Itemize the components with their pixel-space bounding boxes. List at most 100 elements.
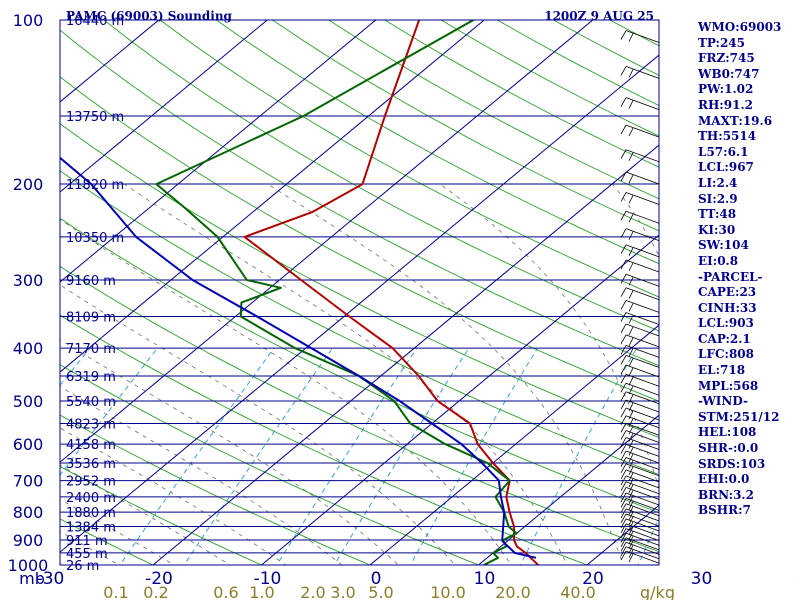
pressure-tick-label: 400 — [13, 339, 44, 358]
index-line: WMO:69003 — [698, 20, 782, 34]
temperature-tick-label: -20 — [145, 569, 173, 589]
moist-adiabat-line — [60, 386, 343, 565]
height-label: 3536 m — [66, 457, 116, 472]
index-line: MPL:568 — [698, 378, 759, 393]
wind-barb — [620, 259, 660, 273]
wind-barb — [620, 481, 660, 495]
pressure-tick-label: 800 — [13, 503, 44, 522]
dry-adiabat-line — [159, 20, 659, 298]
pressure-tick-label: 900 — [13, 531, 44, 550]
index-line: CAP:2.1 — [698, 331, 751, 346]
height-label: 4158 m — [66, 438, 116, 453]
index-line: PW:1.02 — [698, 82, 754, 97]
height-label: 9160 m — [66, 274, 116, 289]
dry-adiabat-line — [216, 20, 659, 265]
temperature-tick-label: 30 — [691, 569, 713, 589]
wind-barb — [620, 463, 660, 477]
wind-barb — [620, 97, 660, 110]
height-label: 4823 m — [66, 417, 116, 432]
index-line: LFC:808 — [698, 347, 754, 362]
wind-barb — [620, 323, 660, 337]
index-line: LCL:967 — [698, 160, 754, 175]
wind-barb — [620, 415, 660, 429]
height-label: 6319 m — [66, 370, 116, 385]
station-title: PAMC (69003) Sounding — [66, 9, 233, 23]
mixing-ratio-label: 0.2 — [143, 583, 168, 600]
pressure-tick-label: 1000 — [8, 556, 49, 575]
height-label: 8109 m — [66, 311, 116, 326]
pressure-unit-label: mb — [19, 569, 45, 588]
height-label: 911 m — [66, 534, 108, 549]
wind-barb — [620, 537, 660, 551]
wind-barb — [620, 300, 660, 313]
wind-barb — [620, 407, 660, 421]
mixing-ratio-unit: g/kg — [640, 583, 675, 600]
wind-barb — [620, 430, 660, 443]
moist-adiabat-line — [124, 183, 568, 565]
isotherm-line — [60, 20, 269, 193]
wind-barb — [620, 437, 660, 450]
mixing-ratio-line — [637, 517, 659, 565]
height-label: 13750 m — [66, 110, 124, 125]
mixing-ratio-label: 10.0 — [430, 583, 466, 600]
dry-adiabat-line — [60, 364, 480, 565]
dry-adiabat-line — [60, 170, 659, 476]
pressure-tick-label: 700 — [13, 472, 44, 491]
isotherm-line — [60, 20, 594, 463]
index-line: CAPE:23 — [698, 285, 757, 300]
dry-adiabat-line — [60, 123, 659, 438]
height-label: 16440 m — [66, 14, 124, 29]
temperature-profile-line — [243, 20, 539, 565]
index-line: STM:251/12 — [698, 409, 780, 424]
height-label: 11820 m — [66, 178, 124, 193]
wind-barb — [620, 149, 660, 163]
wind-barb — [620, 287, 660, 301]
index-line: EL:718 — [698, 363, 746, 378]
sounding-time: 1200Z 9 AUG 25 — [544, 9, 654, 23]
wind-barb — [620, 171, 660, 185]
index-line: SHR-:0.0 — [698, 441, 759, 456]
dry-adiabat-line — [60, 314, 589, 565]
index-line: -PARCEL- — [698, 269, 763, 284]
mixing-ratio-label: 5.0 — [368, 583, 393, 600]
index-line: LCL:903 — [698, 316, 754, 331]
wind-barb — [620, 450, 660, 464]
mixing-ratio-line — [119, 347, 275, 565]
height-label: 1880 m — [66, 506, 116, 521]
plot-frame — [59, 19, 660, 566]
wind-barb — [620, 422, 660, 436]
mixing-ratio-label: 20.0 — [495, 583, 531, 600]
wind-barb — [620, 124, 660, 138]
wind-barb — [620, 532, 660, 546]
wind-barb — [620, 444, 660, 457]
wind-barb — [620, 312, 660, 325]
index-line: RH:91.2 — [698, 97, 753, 112]
parcel-profile-line — [60, 156, 537, 559]
height-label: 455 m — [66, 547, 108, 562]
moist-adiabat-line — [60, 284, 456, 565]
wind-barb — [620, 469, 660, 483]
index-line: HEL:108 — [698, 425, 757, 440]
index-line: BSHR:7 — [698, 503, 751, 518]
mixing-ratio-label: 0.1 — [103, 583, 128, 600]
index-line: SI:2.9 — [698, 191, 738, 206]
isotherm-line — [152, 144, 659, 565]
index-line: SW:104 — [698, 238, 749, 253]
index-line: L57:6.1 — [698, 144, 749, 159]
pressure-tick-label: 100 — [13, 11, 44, 30]
wind-barb — [620, 364, 660, 378]
index-line: TH:5514 — [698, 129, 757, 144]
height-label: 2400 m — [66, 491, 116, 506]
wind-barb — [620, 210, 660, 224]
isotherm-line — [60, 20, 377, 283]
index-line: TT:48 — [698, 207, 737, 222]
index-line: EI:0.8 — [698, 253, 739, 268]
wind-barb — [620, 345, 660, 358]
moist-adiabat-line — [60, 464, 231, 565]
pressure-tick-label: 200 — [13, 175, 44, 194]
dry-adiabat-line — [60, 217, 659, 514]
isotherm-line — [477, 414, 659, 565]
wind-barb — [620, 30, 660, 43]
dry-adiabat-line — [60, 265, 659, 553]
wind-barb — [620, 457, 660, 470]
